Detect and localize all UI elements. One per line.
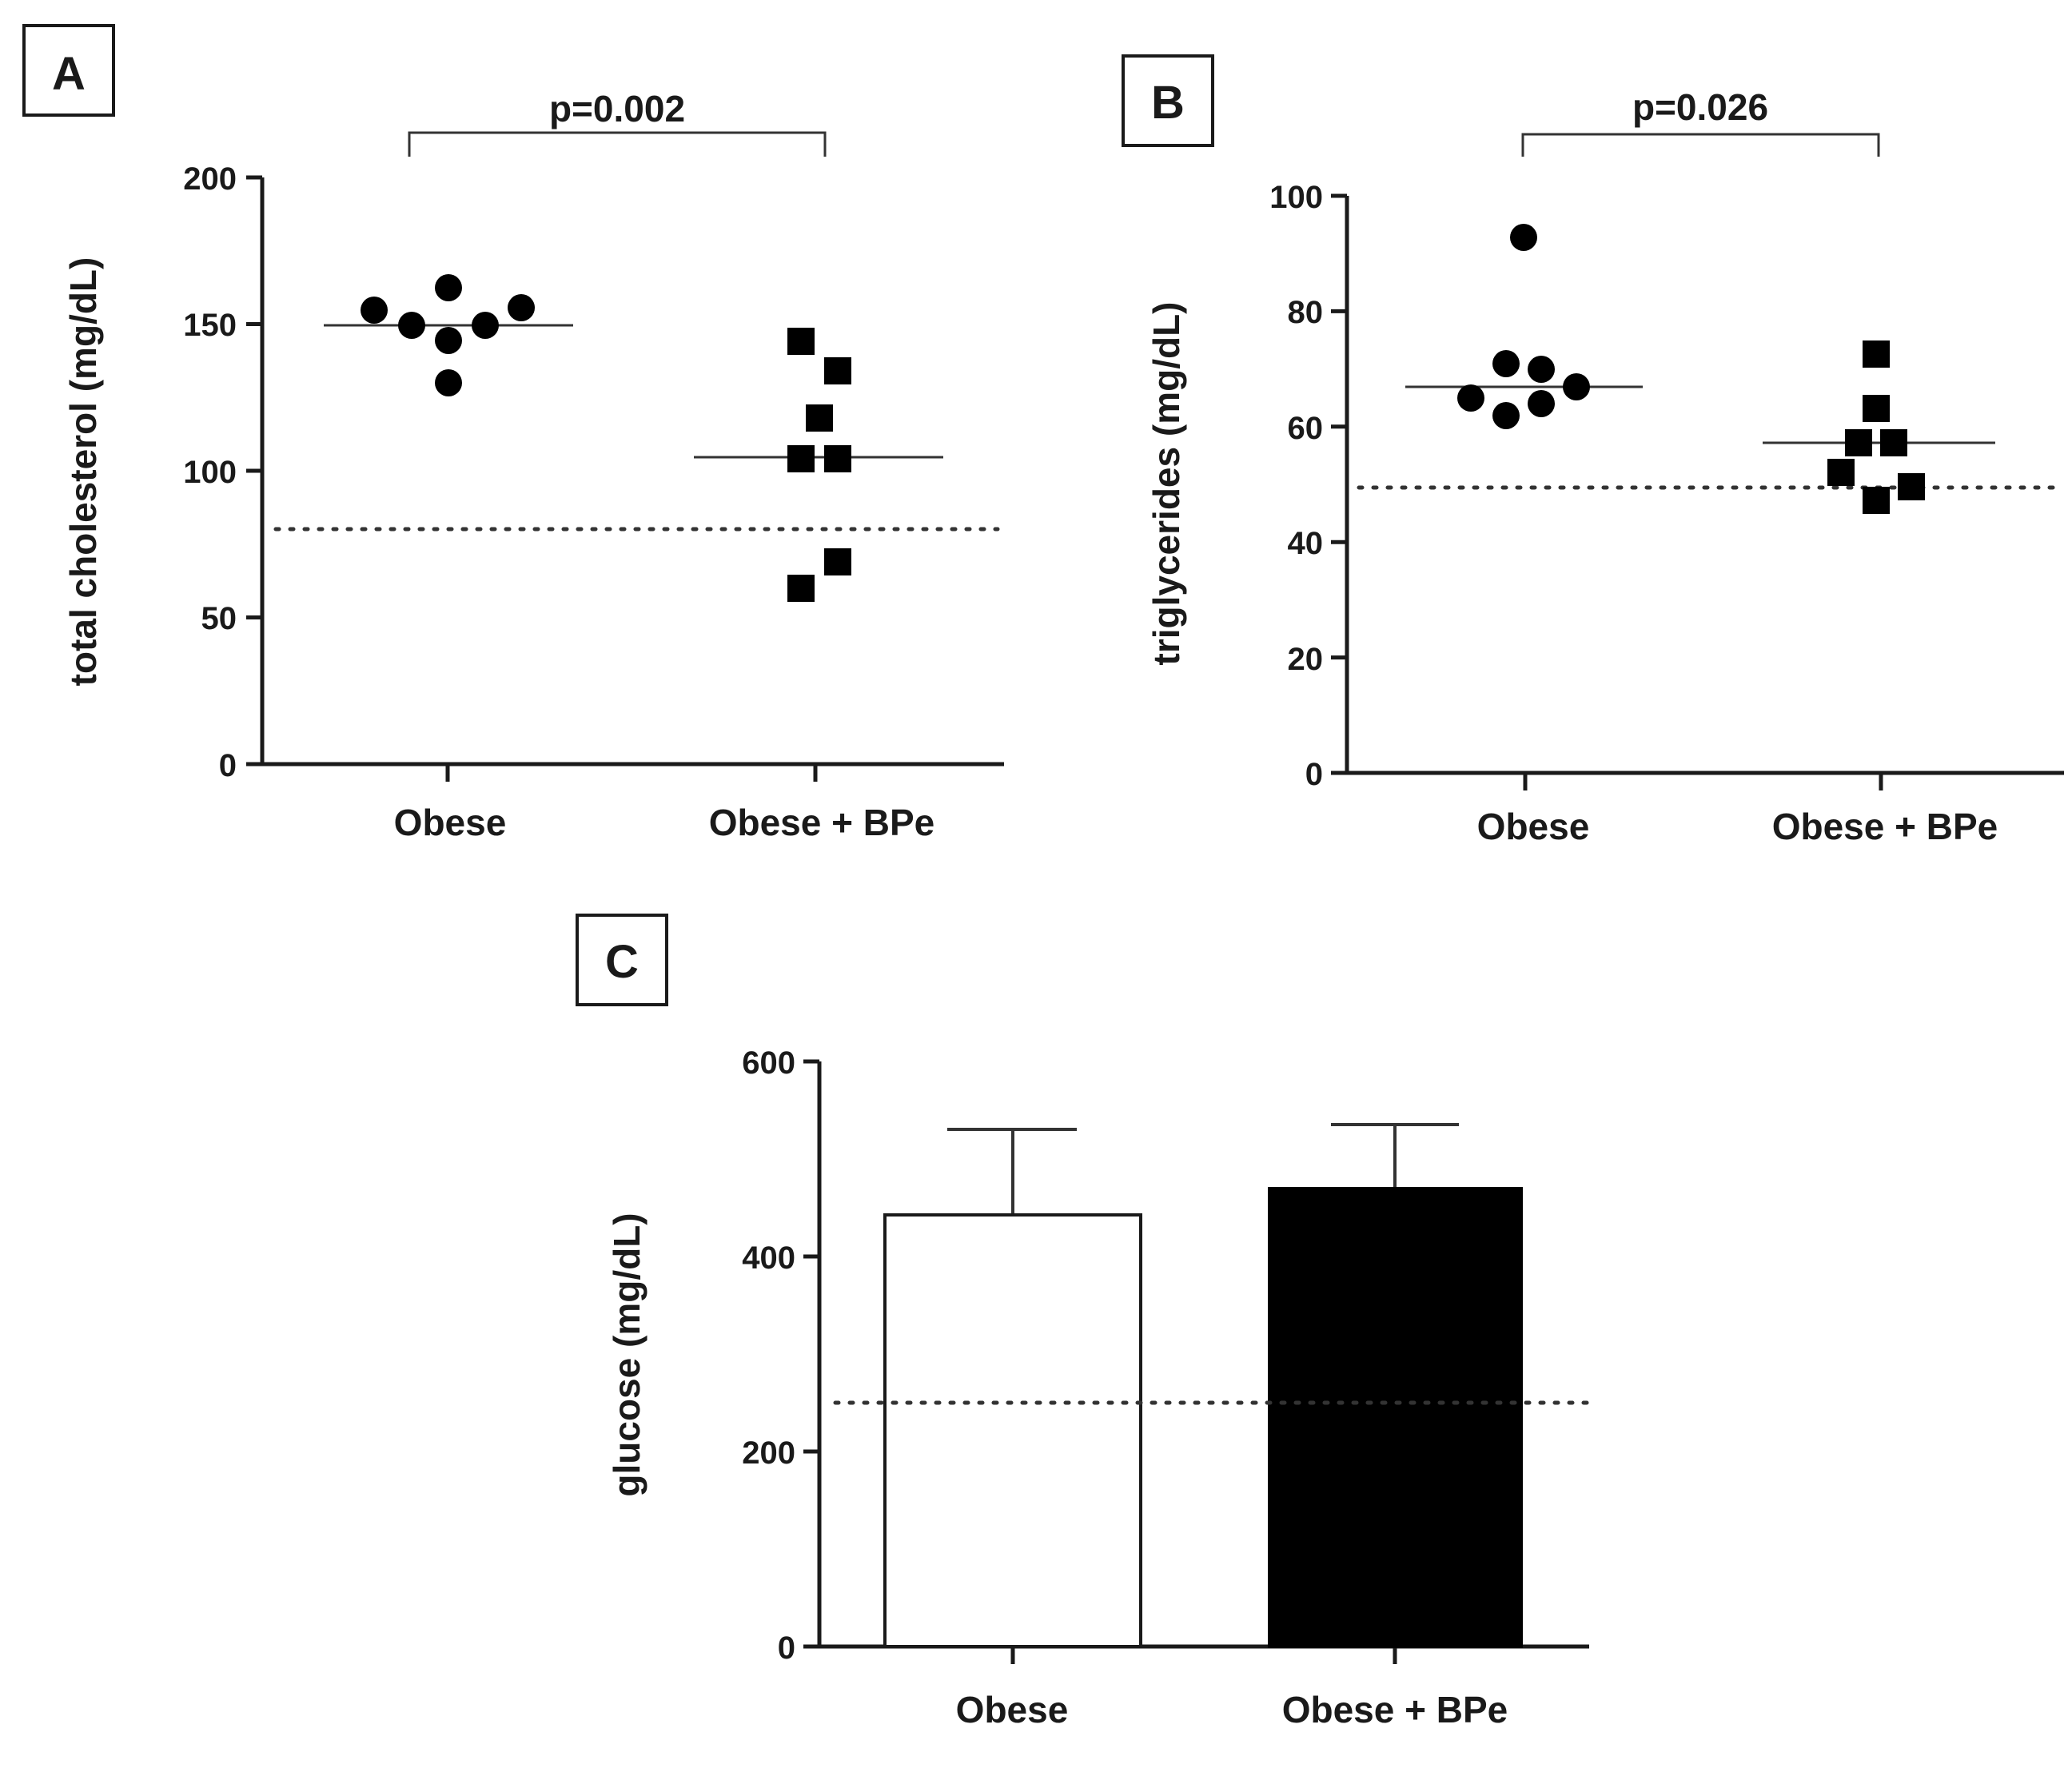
panel-c-x-tick-label: Obese + BPe — [1282, 1689, 1508, 1730]
panel-c-y-tick-label: 0 — [778, 1631, 795, 1666]
panel-c-label-box — [576, 914, 668, 1006]
panel-a-point — [824, 548, 851, 575]
panel-b-y-axis-label: triglycerides (mg/dL) — [1146, 302, 1187, 666]
panel-a-label-box — [22, 24, 115, 117]
panel-a-y-tick-label: 0 — [219, 748, 237, 783]
panel-b-points-obese — [1457, 224, 1590, 429]
panel-b-point — [1492, 402, 1520, 429]
panel-b-point — [1528, 356, 1555, 383]
panel-b-point — [1528, 390, 1555, 417]
panel-b-y-tick-label: 80 — [1288, 295, 1324, 330]
panel-a-label: A — [52, 48, 86, 100]
panel-c-y-axis-label: glucose (mg/dL) — [606, 1213, 648, 1496]
panel-a-y-tick-label: 50 — [201, 601, 237, 636]
panel-a-point — [361, 297, 388, 324]
panel-b-point — [1563, 373, 1590, 400]
panel-a-p-value: p=0.002 — [549, 88, 685, 129]
panel-b-y-tick-label: 20 — [1288, 642, 1324, 677]
panel-a-point — [398, 312, 425, 339]
panel-a-points-obese-bpe — [787, 328, 851, 602]
panel-b-x-tick-label: Obese + BPe — [1772, 806, 1998, 847]
panel-b-point — [1827, 459, 1855, 486]
panel-a-point — [787, 328, 815, 355]
panel-a-point — [824, 357, 851, 384]
panel-b-point — [1845, 429, 1872, 456]
panel-b-point — [1510, 224, 1537, 251]
panel-b-axes: 0 20 40 60 80 100 Obese Obese + BPe trig… — [1146, 180, 2064, 847]
panel-c-y-tick-label: 400 — [742, 1240, 795, 1276]
panel-c-y-tick-label: 600 — [742, 1045, 795, 1081]
panel-b-point — [1880, 429, 1907, 456]
panel-a-point — [806, 404, 833, 432]
panel-b-points-obese-bpe — [1827, 340, 1925, 514]
panel-a: A 0 50 100 150 200 Obese Obese + BPe tot… — [22, 24, 1004, 843]
panel-b-y-tick-label: 100 — [1269, 180, 1323, 215]
panel-b-p-value: p=0.026 — [1632, 86, 1768, 128]
panel-a-points-obese — [361, 274, 535, 396]
panel-a-x-tick-label: Obese — [394, 802, 507, 843]
panel-a-y-tick-label: 200 — [183, 161, 237, 197]
panel-a-x-tick-label: Obese + BPe — [709, 802, 935, 843]
panel-a-point — [435, 327, 462, 354]
panel-c-bar — [1268, 1187, 1523, 1648]
panel-a-y-tick-label: 100 — [183, 455, 237, 490]
panel-a-point — [435, 274, 462, 301]
panel-a-axes: 0 50 100 150 200 Obese Obese + BPe total… — [62, 161, 1004, 843]
panel-a-y-tick-label: 150 — [183, 308, 237, 343]
panel-b-x-tick-label: Obese — [1477, 806, 1590, 847]
panel-a-y-axis-label: total cholesterol (mg/dL) — [62, 257, 104, 687]
panel-a-point — [787, 445, 815, 472]
panel-c-bar-obese-bpe — [1268, 1123, 1523, 1648]
panel-b-point — [1863, 487, 1890, 514]
panel-a-significance-bracket — [408, 131, 827, 157]
panel-b-y-tick-label: 60 — [1288, 411, 1324, 446]
panel-c: C 0 200 400 600 Obese Obese + BPe glucos… — [576, 914, 1589, 1730]
panel-b-significance: p=0.026 — [1521, 86, 1880, 157]
panel-c-bar-obese — [883, 1128, 1142, 1648]
panel-b: B 0 20 40 60 80 100 Obese Obese + BPe tr… — [1122, 54, 2064, 847]
panel-a-point — [472, 312, 499, 339]
panel-c-y-tick-label: 200 — [742, 1436, 795, 1471]
panel-c-x-tick-label: Obese — [956, 1689, 1069, 1730]
panel-b-y-tick-label: 40 — [1288, 526, 1324, 561]
panel-c-axes: 0 200 400 600 Obese Obese + BPe glucose … — [606, 1045, 1589, 1730]
panel-a-point — [435, 369, 462, 396]
panel-b-point — [1898, 473, 1925, 500]
panel-b-label: B — [1151, 77, 1185, 129]
panel-b-point — [1863, 340, 1890, 368]
panel-b-significance-bracket — [1521, 133, 1880, 157]
panel-c-bar — [883, 1213, 1142, 1648]
panel-b-point — [1457, 384, 1484, 412]
panel-b-point — [1863, 395, 1890, 422]
panel-a-point — [508, 294, 535, 321]
panel-b-point — [1492, 350, 1520, 377]
panel-b-y-tick-label: 0 — [1305, 757, 1323, 792]
panel-c-label: C — [605, 936, 639, 988]
panel-a-point — [787, 575, 815, 602]
panel-a-point — [824, 445, 851, 472]
panel-b-label-box — [1122, 54, 1214, 147]
panel-a-significance: p=0.002 — [408, 88, 827, 157]
